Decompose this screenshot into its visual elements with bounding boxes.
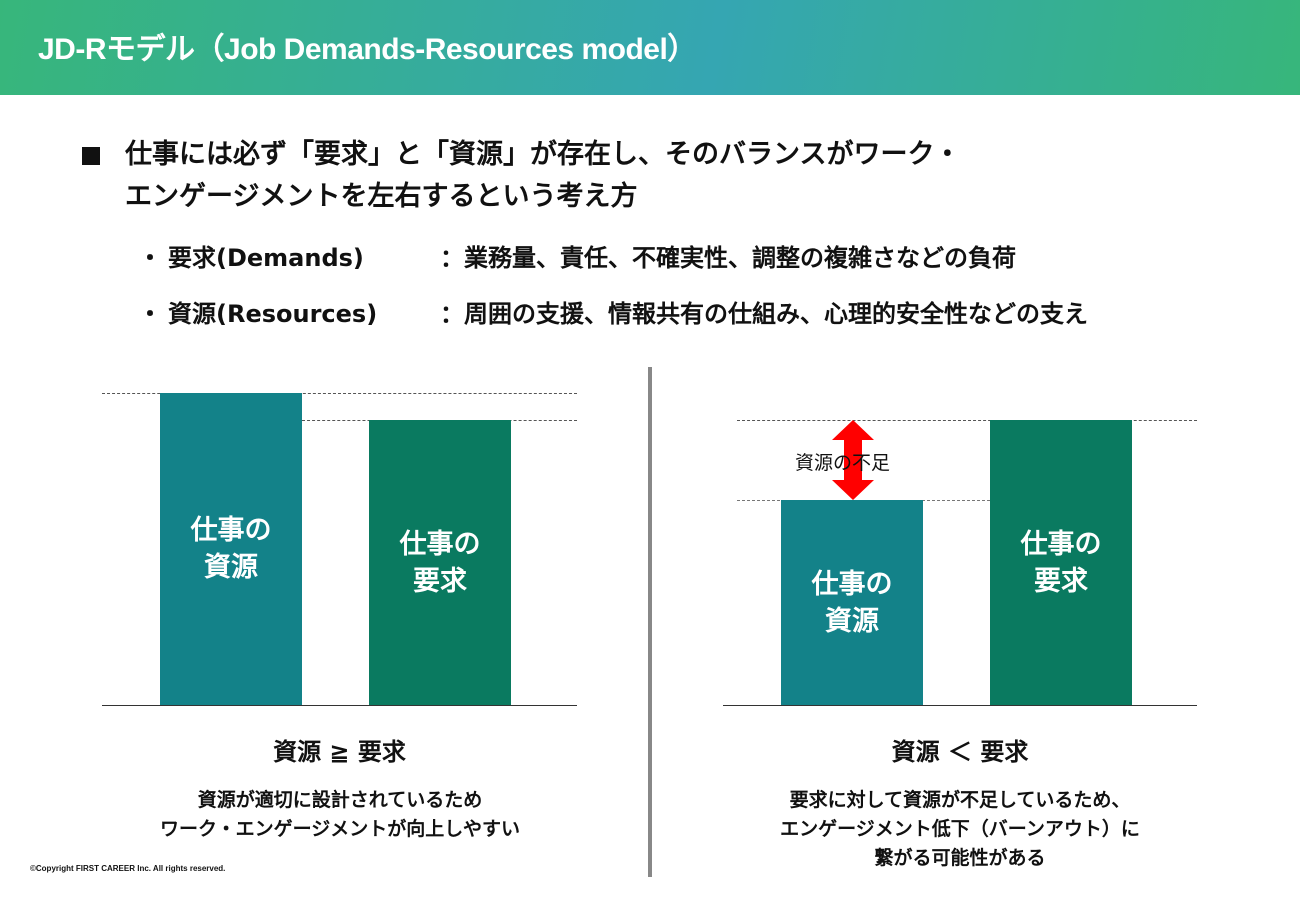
demand-bar: 仕事の 要求 <box>990 420 1132 705</box>
left-desc-2: ワーク・エンゲージメントが向上しやすい <box>159 818 521 840</box>
resource-bar: 仕事の 資源 <box>781 500 923 705</box>
left-caption: 資源 ≧ 要求 <box>273 738 406 766</box>
bullet-dot: ・ <box>138 300 162 328</box>
baseline <box>102 705 577 706</box>
main-statement-line2: エンゲージメントを左右するという考え方 <box>125 181 638 212</box>
main-statement-line1: 仕事には必ず「要求」と「資源」が存在し、そのバランスがワーク・ <box>125 139 961 170</box>
double-arrow-icon <box>832 420 874 500</box>
left-desc-1: 資源が適切に設計されているため <box>197 789 483 811</box>
square-bullet-icon <box>82 147 100 165</box>
demands-term: 要求(Demands) <box>168 244 364 272</box>
page-title: JD-Rモデル（Job Demands-Resources model） <box>38 33 697 66</box>
resource-bar: 仕事の 資源 <box>160 393 302 705</box>
baseline <box>723 705 1197 706</box>
title-bar <box>0 0 1300 95</box>
resources-term: 資源(Resources) <box>168 300 378 328</box>
right-caption: 資源 ＜ 要求 <box>891 738 1029 766</box>
divider <box>648 367 652 877</box>
resources-desc: ：周囲の支援、情報共有の仕組み、心理的安全性などの支え <box>440 300 1088 328</box>
right-desc-2: エンゲージメント低下（バーンアウト）に <box>780 818 1140 840</box>
right-desc-1: 要求に対して資源が不足しているため、 <box>789 789 1131 811</box>
demand-bar: 仕事の 要求 <box>369 420 511 705</box>
bullet-dot: ・ <box>138 244 162 272</box>
resource-level-line <box>102 393 577 394</box>
gap-label: 資源の不足 <box>795 452 891 474</box>
right-desc-3: 繋がる可能性がある <box>874 847 1046 869</box>
demand-level-line <box>737 420 1197 421</box>
demands-desc: ：業務量、責任、不確実性、調整の複雑さなどの負荷 <box>440 244 1016 272</box>
copyright: ©Copyright FIRST CAREER Inc. All rights … <box>30 864 226 873</box>
